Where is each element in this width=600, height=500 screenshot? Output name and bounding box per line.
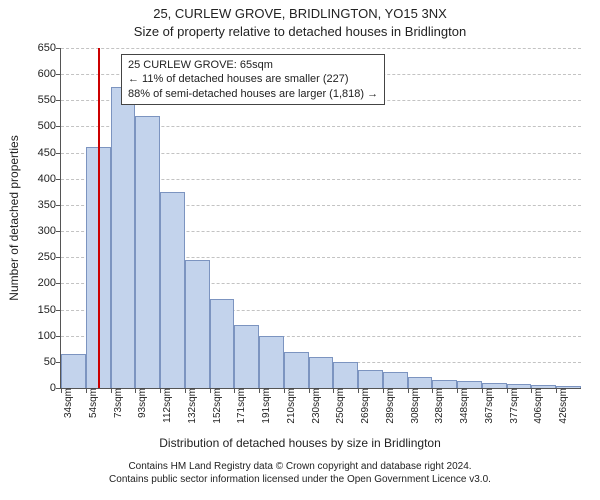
xtick-label: 93sqm (131, 388, 148, 418)
xtick-label: 289sqm (379, 388, 396, 424)
histogram-bar (185, 260, 210, 388)
ytick-label: 650 (38, 42, 61, 54)
histogram-bar (160, 192, 185, 388)
xtick-label: 348sqm (453, 388, 470, 424)
xtick-label: 308sqm (404, 388, 421, 424)
xtick-label: 367sqm (478, 388, 495, 424)
gridline (61, 48, 581, 49)
ytick-label: 350 (38, 199, 61, 211)
histogram-bar (135, 116, 160, 388)
histogram-bar (111, 87, 136, 388)
xtick-label: 426sqm (552, 388, 569, 424)
xtick-label: 171sqm (230, 388, 247, 424)
ytick-label: 50 (44, 356, 61, 368)
ytick-label: 150 (38, 304, 61, 316)
xtick-label: 269sqm (354, 388, 371, 424)
histogram-bar (284, 352, 309, 388)
xtick-label: 34sqm (57, 388, 74, 418)
xtick-label: 230sqm (305, 388, 322, 424)
xtick-label: 152sqm (206, 388, 223, 424)
annotation-line3: 88% of semi-detached houses are larger (… (128, 87, 378, 101)
ytick-label: 550 (38, 94, 61, 106)
ytick-label: 500 (38, 120, 61, 132)
chart-title-line1: 25, CURLEW GROVE, BRIDLINGTON, YO15 3NX (0, 6, 600, 21)
xtick-label: 406sqm (527, 388, 544, 424)
xtick-label: 73sqm (107, 388, 124, 418)
xtick-label: 328sqm (428, 388, 445, 424)
plot-area: 0501001502002503003504004505005506006503… (60, 48, 581, 389)
annotation-box: 25 CURLEW GROVE: 65sqm← 11% of detached … (121, 54, 385, 105)
xtick-label: 54sqm (82, 388, 99, 418)
ytick-label: 100 (38, 330, 61, 342)
histogram-bar (408, 377, 433, 389)
histogram-bar (234, 325, 259, 388)
histogram-bar (383, 372, 408, 388)
footnote-line1: Contains HM Land Registry data © Crown c… (0, 460, 600, 473)
xtick-label: 132sqm (181, 388, 198, 424)
y-axis-label: Number of detached properties (7, 135, 21, 300)
ytick-label: 450 (38, 147, 61, 159)
xtick-label: 191sqm (255, 388, 272, 424)
annotation-line1: 25 CURLEW GROVE: 65sqm (128, 58, 378, 72)
chart-title-line2: Size of property relative to detached ho… (0, 24, 600, 39)
ytick-label: 250 (38, 251, 61, 263)
footnote-line2: Contains public sector information licen… (0, 473, 600, 486)
xtick-label: 112sqm (156, 388, 173, 423)
ytick-label: 400 (38, 173, 61, 185)
ytick-label: 600 (38, 68, 61, 80)
xtick-label: 210sqm (280, 388, 297, 424)
x-axis-label: Distribution of detached houses by size … (0, 436, 600, 450)
marker-line (98, 48, 100, 388)
histogram-bar (61, 354, 86, 388)
annotation-line2: ← 11% of detached houses are smaller (22… (128, 72, 378, 86)
xtick-label: 377sqm (503, 388, 520, 424)
ytick-label: 200 (38, 277, 61, 289)
histogram-bar (358, 370, 383, 388)
footnote: Contains HM Land Registry data © Crown c… (0, 460, 600, 486)
histogram-bar (333, 362, 358, 388)
xtick-label: 250sqm (329, 388, 346, 424)
histogram-bar (457, 381, 482, 388)
histogram-bar (259, 336, 284, 388)
histogram-bar (309, 357, 334, 388)
histogram-bar (432, 380, 457, 388)
ytick-label: 300 (38, 225, 61, 237)
histogram-bar (210, 299, 235, 388)
